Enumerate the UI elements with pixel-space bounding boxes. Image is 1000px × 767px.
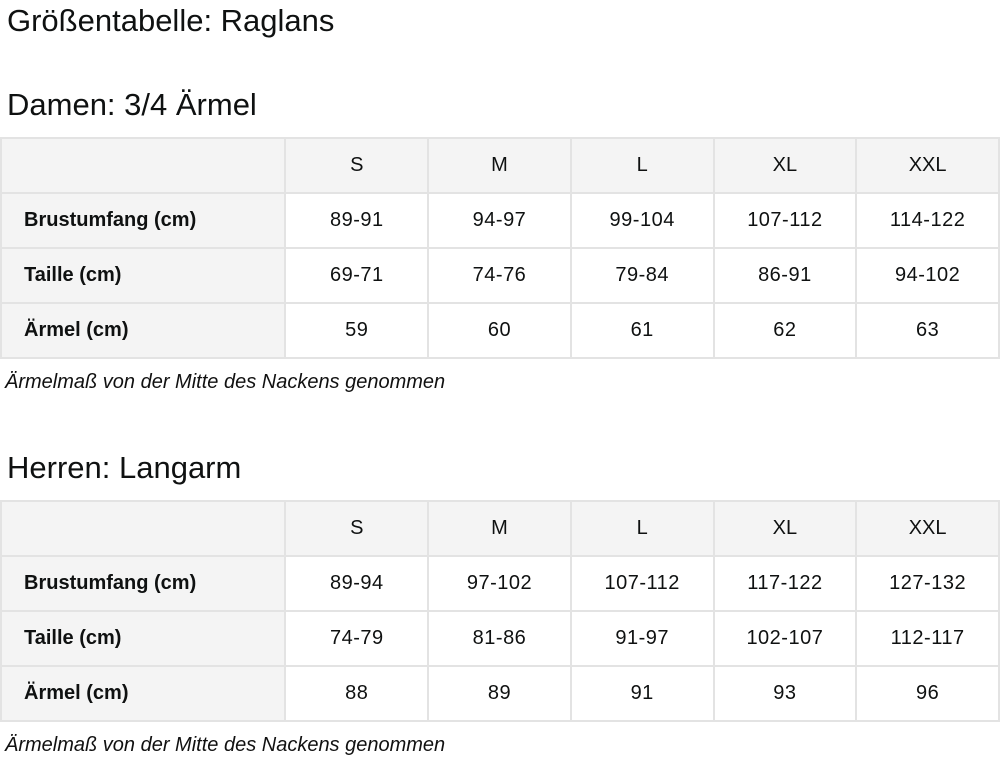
- row-label-aermel: Ärmel (cm): [0, 665, 287, 723]
- section-heading-herren: Herren: Langarm: [7, 450, 242, 486]
- page-title: Größentabelle: Raglans: [7, 3, 335, 38]
- table-cell: 127-132: [855, 555, 1000, 613]
- corner-cell: [0, 500, 287, 558]
- column-header-xl: XL: [712, 137, 858, 195]
- table-cell: 97-102: [427, 555, 572, 613]
- table-cell: 69-71: [284, 247, 430, 305]
- table-cell: 74-79: [284, 610, 430, 668]
- table-cell: 89-94: [284, 555, 430, 613]
- table-cell: 63: [855, 302, 1000, 360]
- column-header-xxl: XXL: [855, 500, 1000, 558]
- table-cell: 94-102: [855, 247, 1000, 305]
- table-cell: 59: [284, 302, 430, 360]
- column-header-s: S: [284, 137, 430, 195]
- table-row-aermel: Ärmel (cm) 88 89 91 93 96: [0, 665, 1000, 723]
- sleeve-measure-footnote: Ärmelmaß von der Mitte des Nackens genom…: [5, 371, 446, 394]
- row-label-aermel: Ärmel (cm): [0, 302, 287, 360]
- table-cell: 61: [569, 302, 715, 360]
- column-header-xxl: XXL: [855, 137, 1000, 195]
- table-header-row: S M L XL XXL: [0, 500, 1000, 558]
- table-row-taille: Taille (cm) 69-71 74-76 79-84 86-91 94-1…: [0, 247, 1000, 305]
- table-header-row: S M L XL XXL: [0, 137, 1000, 195]
- table-cell: 62: [712, 302, 858, 360]
- table-row-brustumfang: Brustumfang (cm) 89-94 97-102 107-112 11…: [0, 555, 1000, 613]
- column-header-l: L: [569, 137, 715, 195]
- table-cell: 91-97: [569, 610, 715, 668]
- row-label-taille: Taille (cm): [0, 610, 287, 668]
- row-label-taille: Taille (cm): [0, 247, 287, 305]
- table-cell: 60: [427, 302, 572, 360]
- table-cell: 117-122: [712, 555, 858, 613]
- table-cell: 91: [569, 665, 715, 723]
- section-herren: Herren: Langarm S M L XL XXL Brustumfang…: [0, 451, 1000, 757]
- sleeve-measure-footnote: Ärmelmaß von der Mitte des Nackens genom…: [5, 734, 446, 757]
- table-cell: 81-86: [427, 610, 572, 668]
- table-cell: 94-97: [427, 192, 572, 250]
- size-table-herren: S M L XL XXL Brustumfang (cm) 89-94 97-1…: [0, 500, 1000, 723]
- table-cell: 86-91: [712, 247, 858, 305]
- column-header-xl: XL: [712, 500, 858, 558]
- column-header-m: M: [427, 500, 572, 558]
- table-cell: 112-117: [855, 610, 1000, 668]
- table-cell: 89: [427, 665, 572, 723]
- table-cell: 114-122: [855, 192, 1000, 250]
- column-header-m: M: [427, 137, 572, 195]
- table-cell: 74-76: [427, 247, 572, 305]
- row-label-brustumfang: Brustumfang (cm): [0, 555, 287, 613]
- table-cell: 93: [712, 665, 858, 723]
- table-row-brustumfang: Brustumfang (cm) 89-91 94-97 99-104 107-…: [0, 192, 1000, 250]
- table-cell: 88: [284, 665, 430, 723]
- table-row-taille: Taille (cm) 74-79 81-86 91-97 102-107 11…: [0, 610, 1000, 668]
- size-table-damen: S M L XL XXL Brustumfang (cm) 89-91 94-9…: [0, 137, 1000, 360]
- section-damen: Damen: 3/4 Ärmel S M L XL XXL Brustumfan…: [0, 87, 1000, 394]
- table-cell: 96: [855, 665, 1000, 723]
- row-label-brustumfang: Brustumfang (cm): [0, 192, 287, 250]
- corner-cell: [0, 137, 287, 195]
- column-header-s: S: [284, 500, 430, 558]
- table-cell: 79-84: [569, 247, 715, 305]
- table-cell: 99-104: [569, 192, 715, 250]
- section-heading-damen: Damen: 3/4 Ärmel: [7, 87, 257, 123]
- table-cell: 102-107: [712, 610, 858, 668]
- table-cell: 89-91: [284, 192, 430, 250]
- table-cell: 107-112: [569, 555, 715, 613]
- table-cell: 107-112: [712, 192, 858, 250]
- table-row-aermel: Ärmel (cm) 59 60 61 62 63: [0, 302, 1000, 360]
- column-header-l: L: [569, 500, 715, 558]
